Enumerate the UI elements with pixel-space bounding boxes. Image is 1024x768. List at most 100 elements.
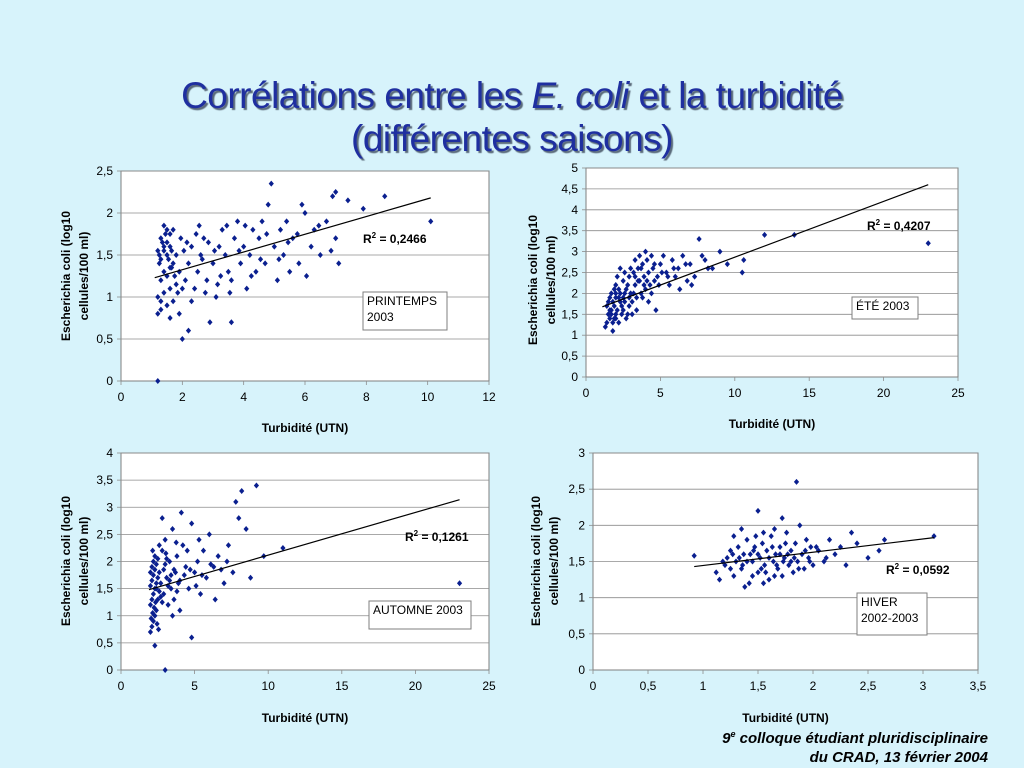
- data-point: [638, 265, 644, 272]
- data-point: [647, 282, 653, 289]
- footer-ordinal: 9: [722, 730, 731, 747]
- data-point: [843, 562, 849, 569]
- x-tick-label: 25: [951, 386, 965, 400]
- data-point: [635, 265, 641, 272]
- data-point: [801, 565, 807, 572]
- data-point: [736, 554, 742, 561]
- data-point: [184, 239, 190, 246]
- data-point: [152, 642, 158, 649]
- data-point: [166, 558, 173, 565]
- data-point: [156, 588, 162, 595]
- data-point: [173, 281, 179, 288]
- data-point: [323, 218, 330, 225]
- data-point: [799, 551, 805, 558]
- y-axis-label: cellules/100 ml): [547, 517, 561, 606]
- data-point: [663, 269, 669, 276]
- data-point: [632, 282, 638, 289]
- data-point: [713, 569, 719, 576]
- data-point: [659, 269, 665, 276]
- data-point: [360, 205, 366, 212]
- y-tick-label: 2,5: [561, 266, 578, 280]
- data-point: [178, 509, 184, 516]
- data-point: [148, 615, 154, 622]
- data-point: [779, 572, 785, 579]
- x-tick-label: 1: [700, 679, 707, 693]
- data-point: [782, 540, 789, 547]
- data-point: [152, 553, 158, 560]
- data-point: [345, 197, 351, 204]
- data-point: [645, 298, 652, 305]
- data-point: [628, 265, 634, 272]
- data-point: [280, 252, 287, 258]
- y-tick-label: 4: [106, 446, 113, 460]
- data-point: [167, 285, 173, 292]
- data-point: [165, 601, 171, 608]
- data-point: [777, 544, 783, 551]
- data-point: [746, 580, 752, 587]
- data-point: [161, 566, 167, 573]
- data-point: [629, 311, 635, 318]
- data-point: [155, 378, 161, 384]
- data-point: [149, 623, 155, 630]
- data-point: [607, 307, 613, 314]
- x-tick-label: 10: [728, 386, 742, 400]
- data-point: [705, 265, 711, 272]
- data-point: [832, 551, 838, 558]
- data-point: [174, 553, 180, 560]
- data-point: [773, 551, 779, 558]
- data-point: [623, 315, 629, 322]
- data-point: [152, 566, 158, 573]
- data-point: [614, 273, 620, 280]
- y-tick-label: 1: [578, 591, 585, 605]
- data-point: [150, 591, 156, 598]
- data-point: [244, 285, 250, 292]
- data-point: [666, 282, 672, 289]
- data-point: [317, 252, 323, 258]
- data-point: [174, 588, 180, 595]
- data-point: [166, 577, 173, 584]
- data-point: [216, 243, 222, 250]
- y-axis-label: cellules/100 ml): [77, 517, 91, 606]
- x-tick-label: 5: [657, 386, 664, 400]
- data-point: [633, 307, 640, 314]
- data-point: [147, 629, 154, 636]
- season-label: 2003: [367, 310, 394, 324]
- x-tick-label: 0: [118, 390, 125, 404]
- data-point: [608, 311, 614, 318]
- data-point: [228, 277, 234, 284]
- data-point: [212, 596, 218, 603]
- data-point: [299, 201, 305, 208]
- data-point: [303, 273, 310, 279]
- data-point: [192, 569, 198, 576]
- x-tick-label: 0,5: [640, 679, 657, 693]
- data-point: [633, 294, 640, 301]
- data-point: [792, 540, 798, 547]
- data-point: [691, 552, 697, 559]
- title-italic: E. coli: [531, 75, 630, 116]
- data-point: [755, 507, 761, 514]
- data-point: [169, 264, 175, 271]
- y-tick-label: 2,5: [568, 482, 585, 496]
- data-point: [257, 256, 264, 263]
- data-point: [428, 218, 434, 225]
- data-point: [604, 302, 610, 309]
- data-point: [194, 558, 201, 565]
- y-tick-label: 1,5: [568, 555, 585, 569]
- data-point: [149, 563, 155, 570]
- x-tick-label: 15: [803, 386, 817, 400]
- data-point: [779, 515, 785, 522]
- data-point: [608, 290, 614, 297]
- data-point: [192, 285, 198, 292]
- data-point: [613, 294, 619, 301]
- data-point: [153, 580, 159, 587]
- data-point: [751, 547, 757, 554]
- x-tick-label: 25: [482, 679, 496, 693]
- data-point: [635, 277, 641, 284]
- data-point: [456, 580, 463, 587]
- data-point: [780, 558, 786, 565]
- y-tick-label: 1: [106, 609, 113, 623]
- data-point: [231, 235, 238, 242]
- data-point: [625, 282, 631, 289]
- y-tick-label: 0,5: [568, 627, 585, 641]
